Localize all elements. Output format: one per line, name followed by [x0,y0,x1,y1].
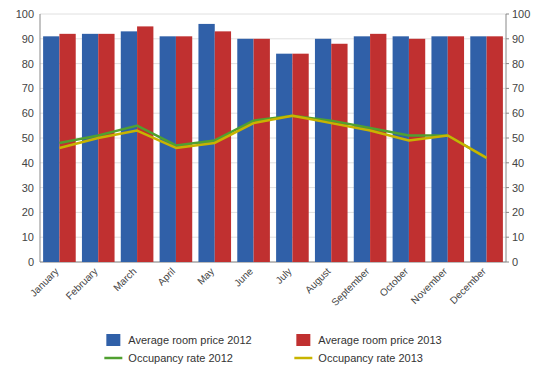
legend-swatch [294,357,312,360]
y-tick-label: 80 [22,58,34,70]
legend-label: Average room price 2013 [318,334,441,346]
x-tick-label: November [409,265,450,306]
bar [354,36,370,262]
x-tick-label: August [303,265,333,295]
y-tick-label: 100 [16,8,34,20]
bar [487,36,503,262]
y-tick-label: 70 [22,82,34,94]
line [59,116,486,158]
line [59,116,486,158]
y2-tick-label: 90 [512,33,524,45]
y-tick-label: 40 [22,157,34,169]
legend-swatch [106,334,120,346]
axes: 0 10 20 30 40 50 60 70 80 90 100 0 10 20 30 40 50 60 70 80 9… [16,8,531,308]
bar [431,36,447,262]
y-tick-label: 10 [22,231,34,243]
bar [237,39,253,262]
bar [43,36,59,262]
legend-label: Occupancy rate 2013 [318,352,423,364]
x-tick-label: April [155,266,177,288]
y-tick-label: 20 [22,206,34,218]
x-tick-label: July [273,266,293,286]
y2-tick-label: 70 [512,82,524,94]
y2-tick-label: 50 [512,132,524,144]
bar [393,36,409,262]
x-tick-label: June [232,265,255,288]
plot-area [43,24,503,262]
bar [315,39,331,262]
y-axis [40,14,41,262]
bar [176,36,192,262]
legend-swatch [296,334,310,346]
y-tick-label: 90 [22,33,34,45]
grid-line [40,14,506,15]
bar [121,31,137,262]
y-tick-label: 30 [22,182,34,194]
y2-axis [506,14,507,262]
legend-label: Average room price 2012 [128,334,251,346]
y2-tick-label: 100 [512,8,530,20]
bar [276,54,292,262]
bar [98,34,114,262]
y-tick-label: 50 [22,132,34,144]
y2-tick-label: 20 [512,206,524,218]
bar [370,34,386,262]
x-tick-label: May [195,266,216,287]
bar [292,54,308,262]
bar [331,44,347,262]
x-tick-label: October [377,265,410,298]
legend: Average room price 2012 Average room pric… [104,334,441,364]
y-tick-label: 0 [28,256,34,268]
bar [254,39,270,262]
y2-tick-label: 30 [512,182,524,194]
chart: 0 10 20 30 40 50 60 70 80 90 100 0 10 20 30 40 50 60 70 80 9… [0,0,546,376]
bar [409,39,425,262]
x-tick-label: September [329,265,372,308]
y-tick-label: 60 [22,107,34,119]
legend-label: Occupancy rate 2012 [128,352,233,364]
legend-swatch [104,357,122,360]
bar [448,36,464,262]
y2-tick-label: 80 [512,58,524,70]
bar [160,36,176,262]
y2-tick-label: 0 [512,256,518,268]
bar [215,31,231,262]
y2-tick-label: 10 [512,231,524,243]
x-tick-label: January [28,266,61,299]
y2-tick-label: 40 [512,157,524,169]
x-tick-label: December [448,265,489,306]
x-tick-label: March [111,266,138,293]
bar [137,26,153,262]
bar [82,34,98,262]
y2-tick-label: 60 [512,107,524,119]
x-tick-label: February [64,266,100,302]
